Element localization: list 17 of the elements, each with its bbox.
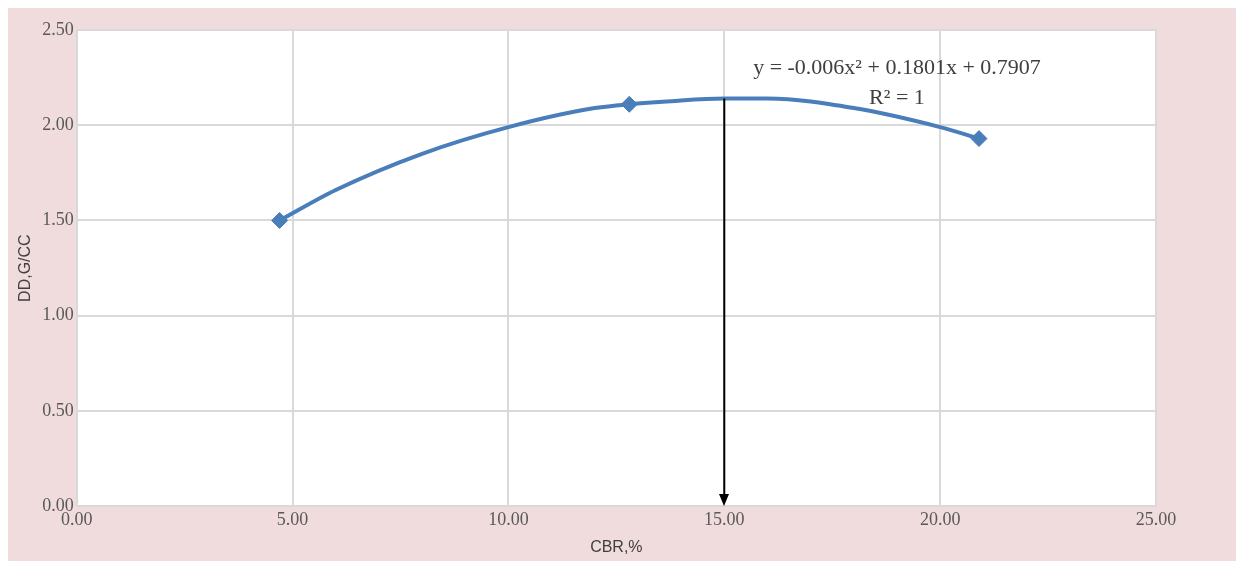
- x-axis-title: CBR,%: [590, 537, 643, 555]
- y-tick-label: 2.00: [42, 113, 74, 134]
- annotation: y = -0.006x² + 0.1801x + 0.7907: [753, 53, 1041, 79]
- x-tick-label: 10.00: [488, 508, 529, 529]
- y-tick-label: 1.00: [42, 304, 74, 325]
- y-axis-title: DD,G/CC: [16, 234, 34, 302]
- point: [970, 130, 988, 148]
- x-tick-label: 15.00: [704, 508, 745, 529]
- x-tick-label: 5.00: [276, 508, 309, 529]
- x-tick-label: 20.00: [919, 508, 961, 529]
- point: [620, 95, 638, 113]
- y-tick-label: 2.50: [42, 18, 74, 39]
- y-tick-label: 0.50: [42, 399, 74, 420]
- point: [271, 211, 289, 229]
- annotation: R² = 1: [869, 83, 925, 109]
- x-tick-label: 25.00: [1135, 508, 1177, 529]
- y-tick-label: 1.50: [42, 209, 74, 230]
